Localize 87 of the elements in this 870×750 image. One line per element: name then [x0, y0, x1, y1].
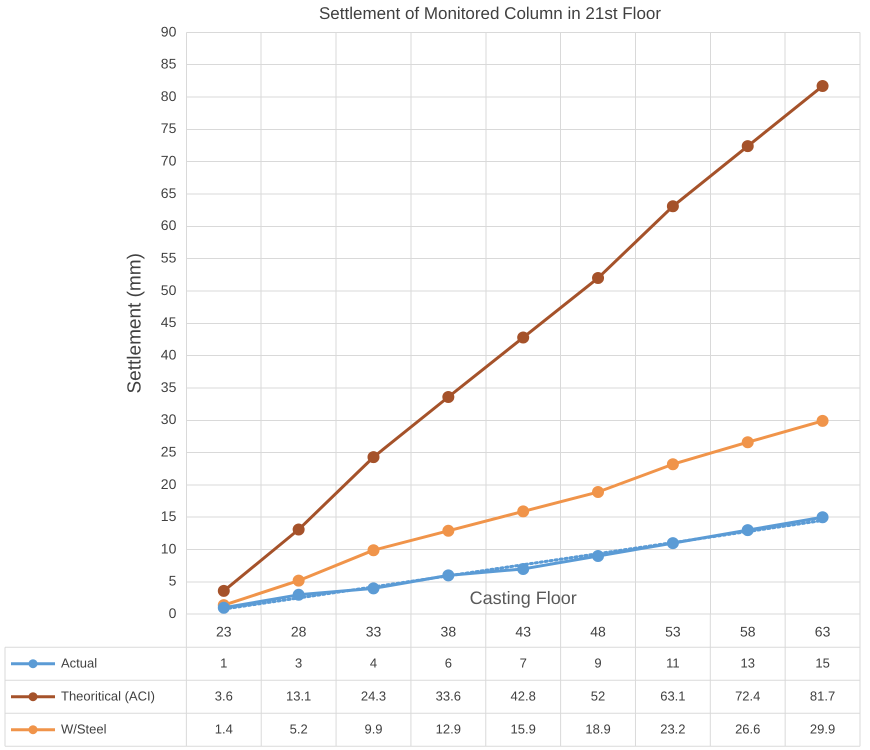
y-tick-label: 40 — [160, 346, 177, 362]
data-label: 26.6 — [735, 721, 760, 736]
y-tick-label: 10 — [160, 540, 177, 556]
legend-label: W/Steel — [61, 721, 107, 736]
point — [218, 584, 230, 597]
x-tick-label: 43 — [515, 623, 532, 640]
data-label: 15 — [815, 655, 830, 670]
data-label: 23.2 — [660, 721, 686, 736]
data-label: 13 — [740, 655, 755, 670]
point — [517, 562, 530, 575]
y-tick-label: 85 — [160, 56, 177, 72]
x-tick-label: 48 — [590, 623, 606, 640]
point — [442, 390, 454, 403]
data-label: 24.3 — [360, 688, 386, 704]
point — [666, 200, 679, 212]
data-label: 6 — [444, 655, 452, 670]
point — [218, 602, 230, 614]
x-tick-label: 28 — [290, 623, 307, 640]
point — [816, 80, 829, 92]
chart-title: Settlement of Monitored Column in 21st Floor — [318, 4, 662, 23]
y-tick-label: 80 — [160, 88, 177, 104]
point — [442, 569, 454, 582]
point — [742, 436, 754, 448]
point — [517, 332, 530, 344]
y-tick-label: 55 — [160, 250, 177, 266]
legend-label: Theoritical (ACI) — [61, 688, 155, 704]
point — [367, 544, 380, 556]
point — [666, 537, 679, 550]
point — [367, 582, 380, 594]
y-tick-label: 45 — [160, 314, 177, 330]
y-tick-label: 35 — [160, 378, 177, 395]
data-label: 15.9 — [510, 721, 536, 736]
point — [816, 414, 829, 427]
data-label: 1 — [220, 655, 228, 670]
data-label: 72.4 — [735, 688, 760, 704]
data-label: 5.2 — [290, 721, 308, 736]
y-axis-title: Settlement (mm) — [124, 253, 146, 394]
y-tick-label: 75 — [160, 120, 177, 136]
y-tick-label: 65 — [160, 184, 177, 201]
data-label: 4 — [370, 655, 378, 670]
point — [592, 550, 604, 562]
y-tick-label: 20 — [160, 476, 177, 492]
data-label: 7 — [520, 655, 527, 670]
point — [742, 140, 754, 152]
point — [816, 511, 829, 524]
y-tick-label: 25 — [160, 443, 177, 460]
y-tick-label: 0 — [168, 605, 177, 622]
data-label: 63.1 — [660, 688, 686, 704]
point — [517, 505, 530, 518]
data-label: 18.9 — [585, 721, 611, 736]
x-tick-label: 23 — [216, 623, 232, 640]
y-tick-label: 60 — [160, 217, 177, 234]
data-label: 3 — [295, 655, 302, 670]
x-tick-label: 33 — [366, 623, 382, 640]
point — [592, 486, 604, 498]
x-tick-label: 58 — [740, 623, 756, 640]
point — [367, 451, 380, 464]
data-label: 9.9 — [364, 721, 383, 736]
data-label: 52 — [590, 688, 606, 704]
data-label: 12.9 — [436, 721, 461, 736]
x-tick-label: 63 — [814, 623, 831, 640]
data-label: 11 — [666, 655, 680, 670]
x-tick-label: 38 — [440, 623, 456, 640]
x-axis-title: Casting Floor — [470, 588, 577, 608]
data-label: 33.6 — [436, 688, 461, 704]
point — [742, 524, 754, 536]
y-tick-label: 90 — [160, 23, 177, 40]
point — [292, 588, 305, 601]
data-label: 1.4 — [214, 721, 233, 736]
data-label: 81.7 — [810, 688, 836, 704]
data-label: 42.8 — [510, 688, 536, 704]
y-tick-label: 70 — [160, 152, 177, 169]
point — [292, 524, 305, 536]
x-tick-label: 53 — [665, 623, 681, 640]
y-tick-label: 5 — [168, 572, 177, 589]
point — [666, 458, 679, 470]
data-label: 9 — [594, 655, 602, 670]
data-label: 3.6 — [214, 688, 233, 704]
y-tick-label: 50 — [160, 282, 177, 298]
point — [292, 574, 305, 587]
data-label: 13.1 — [286, 688, 312, 704]
legend-label: Actual — [61, 655, 98, 670]
data-label: 29.9 — [810, 721, 836, 736]
point — [442, 524, 454, 537]
y-tick-label: 15 — [160, 508, 177, 524]
y-tick-label: 30 — [160, 411, 177, 428]
point — [592, 272, 604, 284]
